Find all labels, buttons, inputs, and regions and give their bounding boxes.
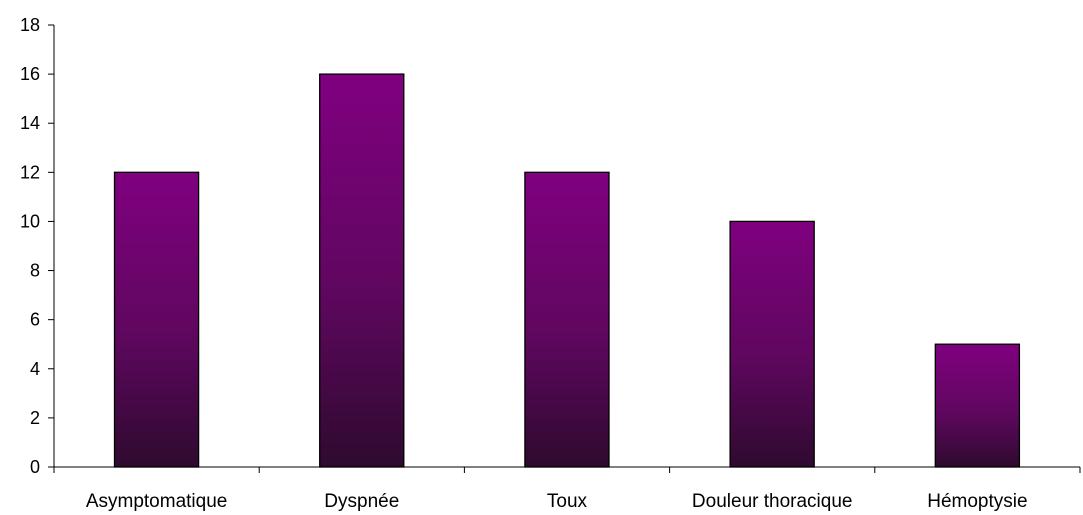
x-category-label: Dyspnée (324, 491, 399, 512)
bars-layer (113, 73, 1021, 468)
x-category-label: Douleur thoracique (692, 491, 853, 512)
bar-asymptomatique (113, 171, 200, 468)
y-tick-label: 8 (30, 261, 40, 281)
y-tick-label: 2 (30, 408, 40, 428)
y-tick-label: 4 (30, 359, 40, 379)
labels-layer: 0 2 4 6 8 10 12 14 16 18 Asymptomatique Dyspnée Toux… (20, 15, 1028, 512)
x-category-label: Hémoptysie (927, 491, 1027, 512)
y-tick-label: 12 (20, 162, 40, 182)
y-tick-label: 16 (20, 64, 40, 84)
y-tick-label: 14 (20, 113, 40, 133)
bar-hémoptysie (934, 343, 1021, 468)
axes-layer (48, 24, 1081, 473)
y-tick-label: 10 (20, 211, 40, 231)
bar-toux (524, 171, 610, 468)
x-category-label: Asymptomatique (86, 491, 228, 512)
y-tick-label: 0 (30, 457, 40, 477)
y-tick-label: 6 (30, 310, 40, 330)
y-tick-label: 18 (20, 15, 40, 35)
x-category-label: Toux (547, 491, 588, 512)
bar-douleur-thoracique (729, 220, 815, 468)
bar-dyspnée (319, 73, 405, 468)
